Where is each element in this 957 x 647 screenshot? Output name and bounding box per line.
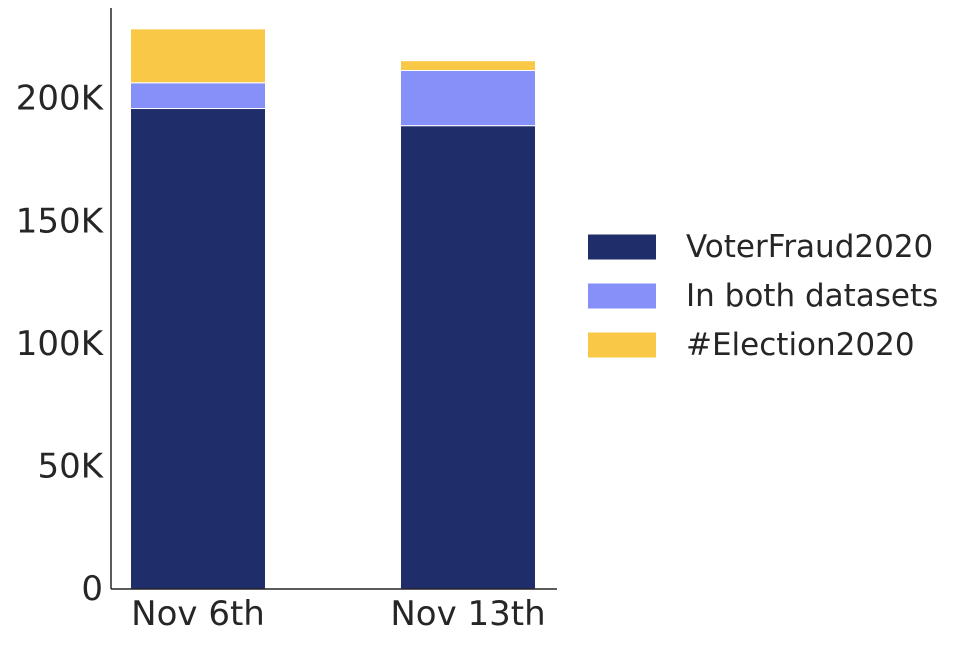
legend-swatch xyxy=(588,234,656,260)
y-tick-label: 150K xyxy=(16,201,105,241)
y-tick-label: 50K xyxy=(37,446,104,486)
legend-swatch xyxy=(588,332,656,358)
legend-swatch xyxy=(588,283,656,309)
x-tick-label: Nov 13th xyxy=(390,594,545,634)
bar-segment-2-2 xyxy=(400,70,536,127)
legend-label: In both datasets xyxy=(686,278,938,314)
legend-label: #Election2020 xyxy=(686,327,915,363)
bar-segment-2-1 xyxy=(400,125,536,590)
y-tick-label: 0 xyxy=(81,569,103,609)
x-tick-label: Nov 6th xyxy=(131,594,265,634)
bar-segment-2-3 xyxy=(400,60,536,72)
bar-segment-1-1 xyxy=(130,108,266,590)
y-tick-label: 200K xyxy=(16,79,105,119)
y-tick-label: 100K xyxy=(16,324,105,364)
bar-segment-1-2 xyxy=(130,82,266,110)
bar-segment-1-3 xyxy=(130,28,266,84)
legend-label: VoterFraud2020 xyxy=(686,229,933,265)
